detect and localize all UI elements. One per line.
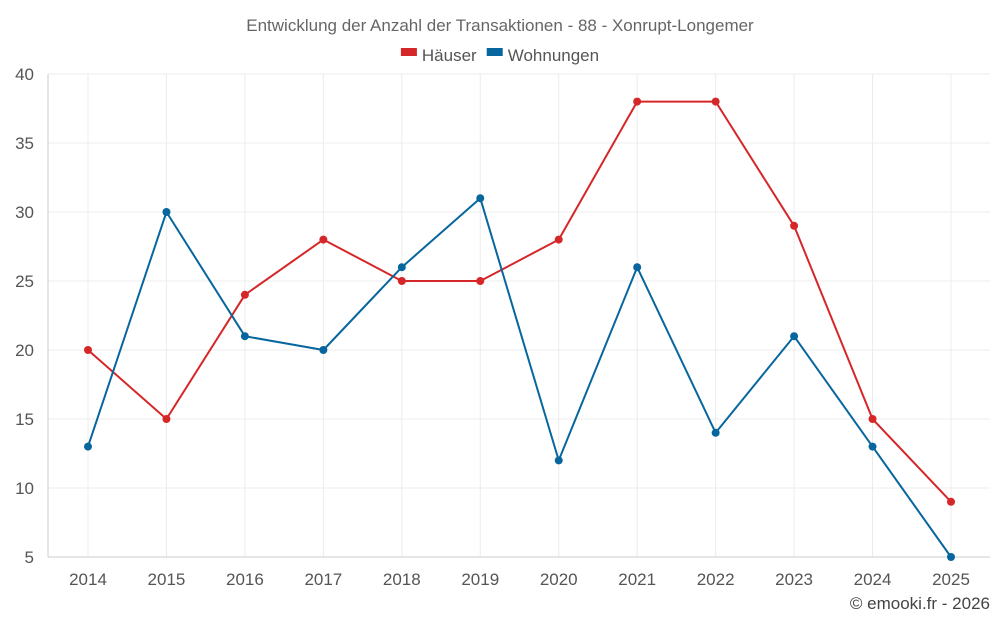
chart-title: Entwicklung der Anzahl der Transaktionen… [246,16,754,35]
data-point[interactable] [633,97,642,106]
data-point[interactable] [319,235,328,244]
data-point[interactable] [476,277,485,285]
legend-swatch [486,48,503,56]
y-tick-label: 10 [15,479,34,498]
data-point[interactable] [397,263,406,272]
data-point[interactable] [711,428,720,437]
legend-label[interactable]: Häuser [422,46,477,65]
data-point[interactable] [476,194,485,203]
data-point[interactable] [84,346,92,354]
data-point[interactable] [790,221,799,230]
y-tick-label: 15 [15,410,34,429]
x-tick-label: 2024 [854,570,892,589]
data-point[interactable] [319,346,328,354]
y-tick-label: 25 [15,272,34,291]
data-point[interactable] [554,456,563,465]
data-point[interactable] [633,263,642,272]
series-line [87,100,952,503]
x-tick-label: 2025 [932,570,970,589]
x-tick-label: 2018 [383,570,421,589]
data-point[interactable] [947,497,955,506]
x-tick-label: 2015 [148,570,186,589]
data-point[interactable] [711,97,720,106]
x-tick-label: 2022 [697,570,735,589]
legend-label[interactable]: Wohnungen [508,46,599,65]
x-tick-label: 2023 [775,570,813,589]
x-axis-ticks: 2014 2015 2016 2017 2018 2019 2020 2021 2022 2023… [69,570,970,589]
data-point[interactable] [162,208,171,216]
y-tick-label: 35 [15,134,34,153]
data-point[interactable] [84,442,92,451]
y-axis-ticks: 5 10 15 20 25 30 35 40 [15,65,34,567]
series-line [87,197,952,558]
legend-swatch [400,48,417,56]
x-tick-label: 2014 [69,570,107,589]
grid [48,73,990,558]
data-point[interactable] [397,277,406,285]
data-point[interactable] [554,235,563,244]
y-tick-label: 40 [15,65,34,84]
data-point[interactable] [868,442,877,451]
x-tick-label: 2020 [540,570,578,589]
series-haeuser [84,97,955,506]
credit-text: © emooki.fr - 2026 [850,594,990,613]
data-point[interactable] [790,332,799,341]
y-tick-label: 20 [15,341,34,360]
x-tick-label: 2017 [304,570,342,589]
legend: Häuser Wohnungen [400,46,599,65]
data-point[interactable] [240,290,249,299]
x-tick-label: 2019 [461,570,499,589]
x-tick-label: 2021 [618,570,656,589]
y-tick-label: 30 [15,203,34,222]
data-point[interactable] [947,553,955,561]
x-tick-label: 2016 [226,570,264,589]
axes [47,74,990,558]
y-tick-label: 5 [25,548,34,567]
data-point[interactable] [240,332,249,341]
data-point[interactable] [162,415,171,423]
series-group [84,97,955,561]
series-wohnungen [84,194,955,561]
data-point[interactable] [868,415,877,423]
